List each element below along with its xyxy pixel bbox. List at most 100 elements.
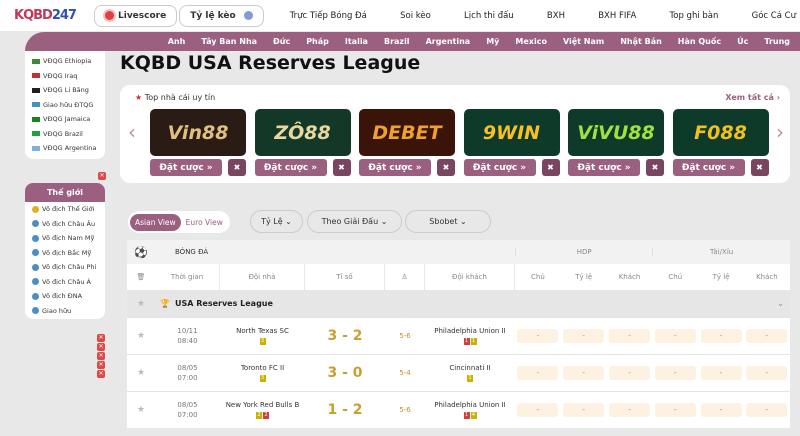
score[interactable]: 3 - 2 [327, 328, 363, 344]
sidebar-world-item[interactable]: Vô địch Bắc Mỹ [25, 246, 105, 261]
bookmaker-logo[interactable]: DEBET [359, 109, 455, 156]
sidebar-world-item[interactable]: Vô địch Thế Giới [25, 202, 105, 217]
menu-item[interactable]: BXH FIFA [598, 10, 637, 21]
odds-cell[interactable]: - [608, 329, 650, 343]
nav-item[interactable]: Úc [737, 37, 749, 46]
close-icon[interactable]: ✕ [97, 343, 105, 351]
nav-item[interactable]: Nhật Bản [620, 37, 662, 46]
bet-button[interactable]: Đặt cược » [568, 159, 640, 176]
prev-arrow-icon[interactable]: ‹ [128, 120, 136, 144]
nav-item[interactable]: Đức [273, 37, 291, 46]
close-icon[interactable]: ✕ [97, 361, 105, 369]
sidebar-world-item[interactable]: Vô địch Châu Phi [25, 260, 105, 275]
site-logo[interactable]: KQBD247 [14, 8, 77, 23]
bookie-dropdown[interactable]: Sbobet ⌄ [405, 210, 491, 233]
home-team[interactable]: North Texas SC [236, 327, 289, 335]
odds-cell[interactable]: - [654, 403, 696, 417]
odds-cell[interactable]: - [563, 403, 605, 417]
table-row[interactable]: ★ 10/11 08:40 North Texas SC 3 3 - 2 5-6 P… [127, 317, 790, 354]
menu-item[interactable]: BXH [546, 10, 565, 21]
away-team[interactable]: Philadelphia Union II [434, 327, 506, 335]
close-icon[interactable]: ✖ [437, 159, 455, 176]
sidebar-league-item[interactable]: VĐQG Brazil [25, 127, 105, 142]
odds-cell[interactable]: - [563, 329, 605, 343]
away-team[interactable]: Cincinnati II [449, 364, 491, 372]
home-team[interactable]: Toronto FC II [240, 364, 285, 372]
nav-item[interactable]: Brazil [383, 37, 410, 46]
star-icon[interactable]: ★ [136, 405, 146, 415]
bet-button[interactable]: Đặt cược » [150, 159, 222, 176]
nav-item[interactable]: Mỹ [486, 37, 500, 46]
close-icon[interactable]: ✖ [750, 159, 769, 176]
odds-cell[interactable]: - [654, 366, 696, 380]
trash-icon[interactable]: 🗑 [136, 273, 146, 281]
odds-cell[interactable]: - [517, 403, 559, 417]
nav-item[interactable]: Pháp [306, 37, 329, 46]
close-icon[interactable]: ✖ [332, 159, 351, 176]
close-icon[interactable]: ✕ [97, 352, 105, 360]
menu-item[interactable]: Top ghi bàn [669, 10, 719, 21]
bookmaker-logo[interactable]: F088 [672, 109, 769, 156]
odds-cell[interactable]: - [563, 366, 605, 380]
odds-dropdown[interactable]: Tỷ Lệ ⌄ [250, 210, 303, 233]
score[interactable]: 1 - 2 [327, 402, 363, 418]
nav-item[interactable]: Anh [167, 37, 186, 46]
bookmaker-logo[interactable]: Vin88 [150, 109, 246, 156]
sidebar-world-item[interactable]: Vô địch ĐNA [25, 289, 105, 304]
odds-cell[interactable]: - [608, 366, 650, 380]
asian-view-tab[interactable]: Asian View [130, 213, 181, 231]
nav-item[interactable]: Hàn Quốc [677, 37, 722, 46]
bet-button[interactable]: Đặt cược » [254, 159, 327, 176]
close-icon[interactable]: ✕ [98, 172, 106, 180]
bookmaker-logo[interactable]: 9WIN [463, 109, 560, 156]
sidebar-league-item[interactable]: VĐQG Jamaica [25, 112, 105, 127]
star-icon[interactable]: ★ [136, 368, 146, 378]
nav-item[interactable]: Việt Nam [562, 37, 605, 46]
odds-cell[interactable]: - [700, 329, 742, 343]
odds-cell[interactable]: - [746, 329, 788, 343]
sidebar-world-item[interactable]: Giao hữu [25, 304, 105, 319]
chevron-down-icon[interactable]: ⌄ [777, 299, 784, 308]
livescore-button[interactable]: Livescore [94, 4, 178, 27]
close-icon[interactable]: ✖ [228, 159, 246, 176]
sidebar-world-item[interactable]: Vô địch Nam Mỹ [25, 231, 105, 246]
sidebar-league-item[interactable]: VĐQG Iraq [25, 69, 105, 84]
close-icon[interactable]: ✖ [646, 159, 664, 176]
sidebar-league-item[interactable]: VĐQG Li Băng [25, 83, 105, 98]
odds-cell[interactable]: - [700, 366, 742, 380]
nav-item[interactable]: Italia [344, 37, 368, 46]
sidebar-world-item[interactable]: Vô địch Châu Á [25, 275, 105, 290]
odds-cell[interactable]: - [517, 366, 559, 380]
odds-cell[interactable]: - [746, 403, 788, 417]
odds-cell[interactable]: - [517, 329, 559, 343]
euro-view-tab[interactable]: Euro View [185, 217, 223, 227]
nav-item[interactable]: Mexico [515, 37, 547, 46]
menu-item[interactable]: Lịch thi đấu [464, 10, 514, 21]
close-icon[interactable]: ✕ [97, 370, 105, 378]
odds-button[interactable]: Tỷ lệ kèo [179, 4, 264, 27]
star-icon[interactable]: ★ [136, 298, 146, 309]
bet-button[interactable]: Đặt cược » [359, 159, 431, 176]
close-icon[interactable]: ✖ [541, 159, 560, 176]
bet-button[interactable]: Đặt cược » [672, 159, 745, 176]
odds-cell[interactable]: - [654, 329, 696, 343]
next-arrow-icon[interactable]: › [776, 120, 784, 144]
sidebar-league-item[interactable]: Giao hữu ĐTQG [25, 98, 105, 113]
close-icon[interactable]: ✕ [97, 334, 105, 342]
table-row[interactable]: ★ 08/05 07:00 Toronto FC II 3 3 - 0 5-4 Ci… [127, 354, 790, 391]
odds-cell[interactable]: - [700, 403, 742, 417]
odds-cell[interactable]: - [608, 403, 650, 417]
nav-item[interactable]: Argentina [425, 37, 471, 46]
score[interactable]: 3 - 0 [327, 365, 363, 381]
nav-item[interactable]: Tây Ban Nha [201, 37, 258, 46]
menu-item[interactable]: Soi kèo [400, 10, 431, 21]
league-row[interactable]: ★ 🏆 USA Reserves League ⌄ [127, 290, 790, 317]
sidebar-league-item[interactable]: VĐQG Ethiopia [25, 54, 105, 69]
nav-item[interactable]: Trung [764, 37, 790, 46]
bet-button[interactable]: Đặt cược » [463, 159, 536, 176]
bookmaker-logo[interactable]: ViVU88 [568, 109, 664, 156]
menu-item[interactable]: Trực Tiếp Bóng Đá [289, 10, 367, 21]
sidebar-world-item[interactable]: Vô địch Châu Âu [25, 217, 105, 232]
bookmaker-logo[interactable]: ZÔ88 [254, 109, 351, 156]
